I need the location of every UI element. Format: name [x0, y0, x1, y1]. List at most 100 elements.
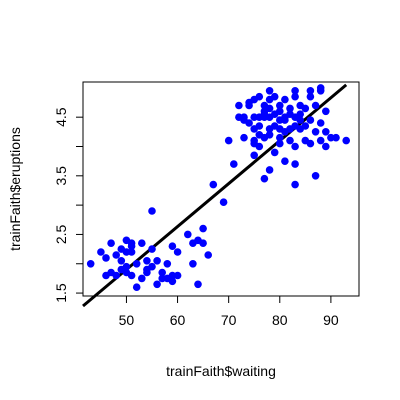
- data-point-35: [168, 271, 177, 280]
- data-point-87: [270, 92, 279, 101]
- plot-frame: [82, 81, 360, 297]
- data-point-117: [306, 139, 315, 148]
- x-axis-title: trainFaith$waiting: [166, 363, 276, 379]
- data-point-120: [306, 87, 315, 95]
- y-tick-label: 1.5: [53, 283, 69, 303]
- data-point-29: [153, 280, 161, 289]
- data-point-99: [286, 136, 294, 145]
- y-tick-label: 2.5: [53, 224, 69, 244]
- data-point-7: [112, 251, 120, 259]
- data-point-45: [199, 239, 207, 247]
- data-point-93: [276, 101, 284, 110]
- data-point-42: [189, 260, 197, 268]
- data-point-26: [148, 207, 156, 215]
- data-point-39: [173, 248, 182, 256]
- data-point-92: [276, 107, 284, 116]
- data-point-83: [265, 87, 274, 95]
- data-point-22: [138, 239, 146, 247]
- data-point-48: [209, 180, 218, 189]
- data-point-89: [276, 133, 284, 142]
- x-tick-label: 50: [119, 312, 135, 328]
- data-point-133: [342, 136, 351, 145]
- data-point-6: [112, 271, 120, 280]
- points-layer: [86, 84, 351, 292]
- data-point-128: [322, 142, 330, 151]
- data-point-27: [148, 262, 156, 271]
- data-point-46: [199, 224, 207, 233]
- data-point-84: [270, 148, 279, 157]
- data-point-64: [250, 136, 258, 145]
- data-point-18: [127, 242, 136, 250]
- data-point-66: [255, 142, 264, 151]
- data-point-3: [102, 254, 110, 262]
- data-point-111: [296, 116, 305, 124]
- data-point-5: [107, 239, 115, 247]
- data-point-104: [291, 160, 299, 168]
- data-point-30: [153, 257, 161, 265]
- data-point-109: [291, 87, 299, 95]
- data-point-77: [265, 166, 274, 174]
- data-point-129: [322, 128, 330, 136]
- data-point-16: [127, 248, 136, 256]
- data-point-49: [219, 198, 228, 206]
- data-point-20: [132, 260, 141, 268]
- data-point-132: [332, 133, 340, 142]
- data-point-21: [138, 274, 146, 283]
- data-point-33: [163, 260, 172, 268]
- data-point-9: [117, 257, 126, 265]
- data-point-0: [86, 260, 95, 268]
- y-axis: 1.5 2.5 3.5 4.5: [53, 107, 83, 303]
- data-point-47: [204, 251, 212, 259]
- data-point-116: [301, 104, 310, 113]
- data-point-40: [184, 230, 192, 239]
- data-point-88: [276, 139, 284, 148]
- y-tick-label: 4.5: [53, 107, 69, 127]
- data-point-52: [235, 101, 243, 110]
- data-point-70: [255, 92, 264, 101]
- data-point-94: [281, 157, 289, 165]
- data-point-78: [265, 131, 274, 139]
- data-point-121: [311, 172, 320, 180]
- data-point-57: [245, 119, 253, 127]
- data-point-36: [168, 277, 177, 286]
- data-point-51: [230, 160, 238, 168]
- data-point-31: [158, 268, 166, 277]
- data-point-28: [148, 245, 156, 253]
- data-point-123: [311, 101, 320, 110]
- x-tick-label: 70: [221, 312, 237, 328]
- data-point-130: [322, 107, 330, 116]
- data-point-68: [255, 122, 264, 130]
- data-point-118: [306, 116, 315, 124]
- data-point-56: [240, 133, 248, 142]
- data-point-1: [97, 248, 105, 256]
- data-point-11: [122, 262, 131, 271]
- y-axis-title: trainFaith$eruptions: [7, 127, 23, 251]
- data-point-55: [240, 113, 248, 121]
- data-point-60: [250, 151, 258, 160]
- y-tick-label: 3.5: [53, 166, 69, 186]
- data-point-105: [291, 142, 299, 151]
- data-point-108: [291, 92, 299, 101]
- x-tick-label: 60: [170, 312, 186, 328]
- data-point-127: [316, 84, 325, 92]
- data-point-19: [132, 283, 141, 292]
- data-point-103: [291, 180, 299, 189]
- x-axis: 50 60 70 80 90: [119, 296, 339, 328]
- x-tick-label: 90: [323, 312, 339, 328]
- x-tick-label: 80: [272, 312, 288, 328]
- data-point-98: [281, 95, 289, 104]
- data-point-43: [194, 280, 202, 289]
- data-point-81: [265, 104, 274, 113]
- data-point-122: [311, 128, 320, 136]
- data-point-112: [296, 110, 305, 118]
- data-point-119: [306, 92, 315, 101]
- data-point-50: [224, 136, 233, 145]
- data-point-115: [301, 122, 310, 130]
- data-point-102: [286, 104, 294, 113]
- data-point-15: [127, 271, 136, 280]
- data-point-71: [260, 174, 269, 183]
- data-point-25: [143, 257, 151, 265]
- data-point-38: [173, 271, 182, 280]
